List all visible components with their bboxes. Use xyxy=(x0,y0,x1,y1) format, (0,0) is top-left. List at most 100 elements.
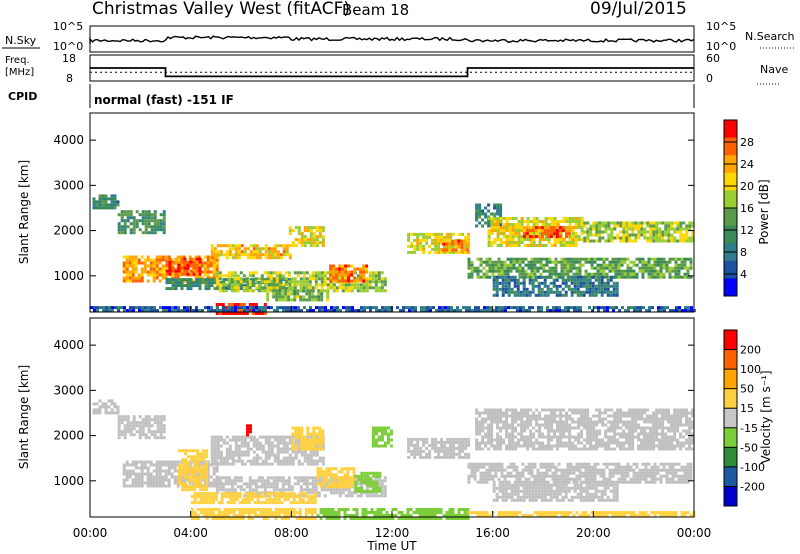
heatmap-cell xyxy=(499,411,503,415)
heatmap-cell xyxy=(266,277,270,281)
heatmap-cell xyxy=(189,263,193,267)
heatmap-cell xyxy=(616,233,620,237)
heatmap-cell xyxy=(509,260,513,264)
heatmap-cell xyxy=(604,423,608,427)
heatmap-cell xyxy=(521,257,525,261)
heatmap-cell xyxy=(279,287,283,291)
heatmap-cell xyxy=(152,258,156,262)
heatmap-cell xyxy=(128,264,132,268)
heatmap-cell xyxy=(98,200,102,204)
heatmap-cell xyxy=(272,292,276,296)
heatmap-cell xyxy=(504,306,507,310)
heatmap-cell xyxy=(196,449,200,453)
heatmap-cell xyxy=(233,303,237,306)
heatmap-cell xyxy=(628,239,632,243)
heatmap-cell xyxy=(270,247,274,251)
heatmap-cell xyxy=(185,270,189,274)
heatmap-cell xyxy=(549,281,553,285)
heatmap-cell xyxy=(251,289,255,293)
heatmap-cell xyxy=(580,417,584,421)
heatmap-cell xyxy=(165,281,169,285)
heatmap-cell xyxy=(518,257,522,261)
heatmap-cell xyxy=(619,408,623,412)
heatmap-cell xyxy=(104,206,108,210)
heatmap-cell xyxy=(152,484,156,488)
heatmap-cell xyxy=(513,293,517,297)
heatmap-cell xyxy=(275,485,279,489)
heatmap-cell xyxy=(408,306,411,310)
heatmap-cell xyxy=(316,467,320,471)
heatmap-cell xyxy=(478,432,482,436)
heatmap-cell xyxy=(366,471,370,475)
heatmap-cell xyxy=(532,447,536,451)
heatmap-cell xyxy=(146,478,150,482)
heatmap-cell xyxy=(193,501,197,505)
heatmap-cell xyxy=(595,438,599,442)
heatmap-cell xyxy=(487,411,491,415)
heatmap-cell xyxy=(282,438,286,442)
heatmap-cell xyxy=(279,447,283,451)
heatmap-cell xyxy=(659,275,663,279)
heatmap-cell xyxy=(626,257,630,261)
heatmap-cell xyxy=(310,498,314,502)
heatmap-cell xyxy=(216,450,220,454)
heatmap-cell xyxy=(495,287,499,291)
heatmap-cell xyxy=(518,263,522,267)
heatmap-cell xyxy=(428,235,432,239)
heatmap-cell xyxy=(258,435,262,439)
heatmap-cell xyxy=(117,228,121,232)
heatmap-cell xyxy=(568,417,572,421)
heatmap-cell xyxy=(341,273,345,277)
heatmap-cell xyxy=(110,194,114,198)
heatmap-cell xyxy=(296,476,300,480)
heatmap-cell xyxy=(577,217,581,220)
heatmap-cell xyxy=(198,284,202,288)
heatmap-cell xyxy=(606,284,610,288)
heatmap-cell xyxy=(567,306,570,310)
heatmap-cell xyxy=(525,229,529,233)
heatmap-cell xyxy=(206,276,210,280)
heatmap-cell xyxy=(413,455,417,459)
heatmap-cell xyxy=(539,266,543,270)
heatmap-cell xyxy=(213,256,217,260)
heatmap-cell xyxy=(647,260,651,264)
heatmap-cell xyxy=(144,306,147,310)
heatmap-cell xyxy=(242,312,246,315)
heatmap-cell xyxy=(281,485,285,489)
heatmap-cell xyxy=(241,501,245,505)
heatmap-cell xyxy=(449,232,453,236)
heatmap-cell xyxy=(589,435,593,439)
heatmap-cell xyxy=(496,444,500,448)
heatmap-cell xyxy=(231,459,235,463)
heatmap-cell xyxy=(653,272,657,276)
heatmap-cell xyxy=(496,438,500,442)
heatmap-cell xyxy=(484,441,488,445)
heatmap-cell xyxy=(410,232,414,236)
heatmap-cell xyxy=(487,426,491,430)
heatmap-cell xyxy=(189,260,193,264)
heatmap-cell xyxy=(146,264,150,268)
heatmap-cell xyxy=(140,469,144,473)
heatmap-cell xyxy=(344,279,348,283)
heatmap-cell xyxy=(461,440,465,444)
heatmap-cell xyxy=(134,472,138,476)
heatmap-cell xyxy=(164,472,168,476)
heatmap-cell xyxy=(314,298,318,302)
heatmap-cell xyxy=(589,230,593,234)
heatmap-cell xyxy=(523,435,527,439)
heatmap-cell xyxy=(276,441,280,445)
heatmap-cell xyxy=(248,280,252,284)
heatmap-cell xyxy=(296,482,300,486)
heatmap-cell xyxy=(499,426,503,430)
heatmap-cell xyxy=(555,293,559,297)
heatmap-cell xyxy=(203,270,207,274)
heatmap-cell xyxy=(413,247,417,251)
heatmap-cell xyxy=(222,438,226,442)
heatmap-cell xyxy=(523,411,527,415)
heatmap-cell xyxy=(496,203,500,207)
heatmap-cell xyxy=(143,472,147,476)
heatmap-cell xyxy=(203,255,207,259)
heatmap-cell xyxy=(135,210,139,214)
heatmap-cell xyxy=(92,408,96,412)
heatmap-cell xyxy=(512,263,516,267)
